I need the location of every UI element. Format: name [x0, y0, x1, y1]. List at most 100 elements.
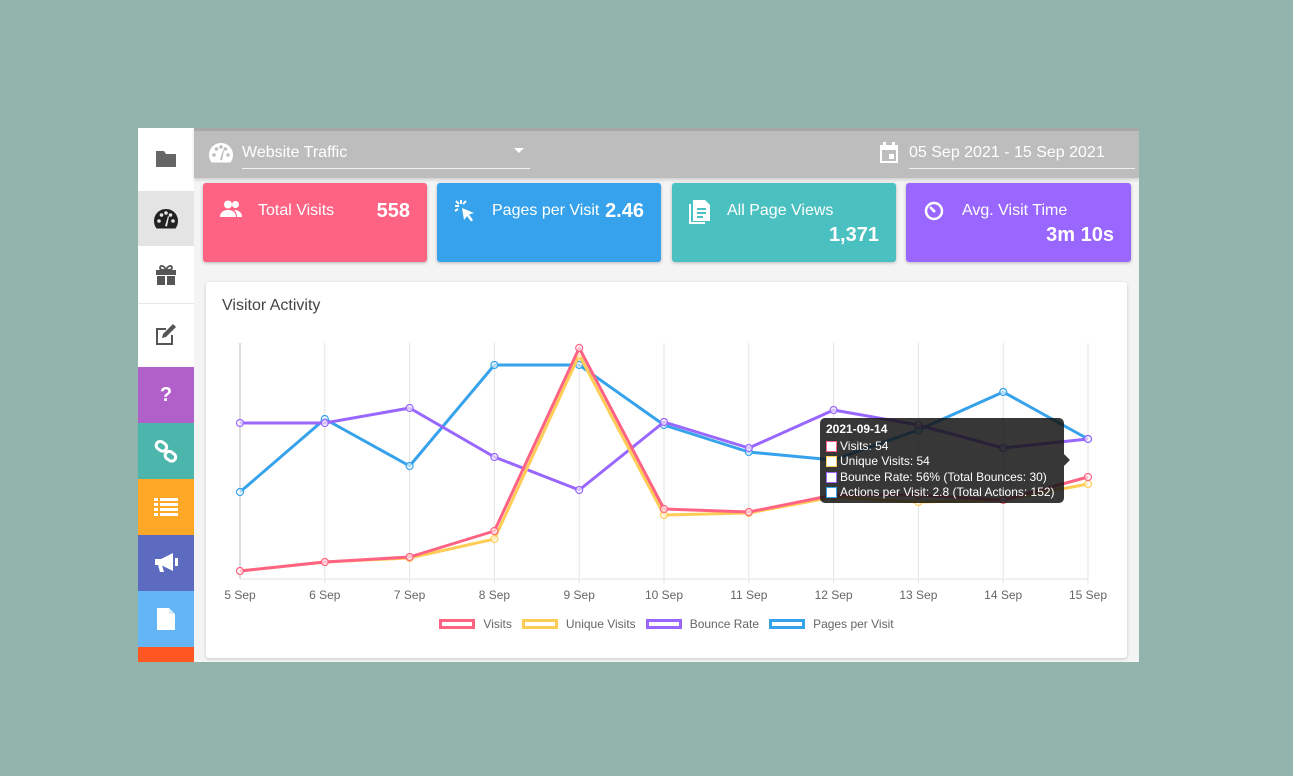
site-select[interactable]: Website Traffic: [208, 138, 530, 169]
file-icon: [157, 608, 175, 630]
document-icon: [689, 200, 710, 224]
data-point[interactable]: [490, 534, 499, 544]
dashboard-icon: [209, 143, 233, 163]
data-point[interactable]: [235, 566, 245, 576]
data-point[interactable]: [405, 461, 414, 471]
x-axis-tick: 8 Sep: [479, 588, 511, 602]
card-all-page-views[interactable]: All Page Views 1,371: [672, 183, 896, 262]
tooltip-swatch: [826, 456, 837, 468]
x-axis-tick: 6 Sep: [309, 588, 341, 602]
visitor-activity-panel: Visitor Activity 5 Sep 6 Sep 7 Sep 8 Sep 9 S…: [206, 282, 1127, 658]
x-axis-tick: 9 Sep: [564, 588, 596, 602]
card-value: 2.46: [605, 200, 644, 222]
sidebar-item-links[interactable]: [138, 423, 194, 479]
tooltip-row: Bounce Rate: 56% (Total Bounces: 30): [826, 470, 1058, 486]
legend-item[interactable]: Unique Visits: [521, 617, 636, 631]
data-point[interactable]: [490, 526, 499, 536]
tooltip-text: Visits: 54: [840, 438, 889, 453]
panel-title: Visitor Activity: [222, 297, 321, 314]
legend-item[interactable]: Bounce Rate: [645, 617, 760, 631]
tooltip-swatch: [826, 471, 837, 483]
data-point[interactable]: [490, 360, 499, 370]
data-point[interactable]: [744, 507, 753, 517]
link-icon: [154, 439, 178, 463]
legend-swatch: [769, 619, 806, 629]
gift-icon: [156, 265, 176, 285]
sidebar-item-help[interactable]: ?: [138, 367, 194, 423]
data-point[interactable]: [490, 452, 499, 462]
tooltip-swatch: [826, 440, 837, 452]
calendar-icon: [880, 142, 898, 163]
data-point[interactable]: [320, 418, 329, 428]
dashboard-icon: [154, 208, 178, 228]
data-point[interactable]: [1083, 472, 1093, 482]
sidebar-item-edit[interactable]: [138, 304, 194, 366]
data-point[interactable]: [405, 403, 414, 413]
legend-label: Bounce Rate: [689, 617, 760, 631]
card-total-visits[interactable]: Total Visits 558: [203, 183, 427, 262]
sidebar-item-more[interactable]: [138, 647, 194, 662]
data-point[interactable]: [235, 418, 245, 428]
x-axis-tick: 15 Sep: [1069, 588, 1107, 602]
data-point[interactable]: [320, 557, 329, 567]
card-avg-visit-time[interactable]: Avg. Visit Time 3m 10s: [906, 183, 1131, 262]
chart-tooltip: 2021-09-14 Visits: 54 Unique Visits: 54 …: [820, 418, 1070, 503]
x-axis-tick: 10 Sep: [645, 588, 683, 602]
legend-label: Visits: [483, 617, 512, 631]
date-range-picker[interactable]: 05 Sep 2021 - 15 Sep 2021: [879, 138, 1135, 169]
help-icon: ?: [159, 383, 173, 406]
sidebar-item-pages[interactable]: [138, 591, 194, 647]
data-point[interactable]: [235, 487, 245, 497]
legend-swatch: [645, 619, 682, 629]
card-title: Total Visits: [258, 202, 335, 219]
data-point[interactable]: [829, 405, 838, 415]
tooltip-row: Unique Visits: 54: [826, 454, 1058, 470]
visitor-activity-chart[interactable]: 5 Sep 6 Sep 7 Sep 8 Sep 9 Sep 10 Sep 11 Sep 12 …: [206, 282, 1127, 658]
sidebar-item-folder[interactable]: [138, 128, 194, 190]
data-point[interactable]: [405, 552, 414, 562]
x-axis-tick: 7 Sep: [394, 588, 426, 602]
data-point[interactable]: [744, 443, 753, 453]
timer-icon: [924, 201, 944, 221]
legend-item[interactable]: Pages per Visit: [769, 617, 894, 631]
tooltip-text: Bounce Rate: 56% (Total Bounces: 30): [840, 469, 1047, 484]
tooltip-row: Actions per Visit: 2.8 (Total Actions: 1…: [826, 485, 1058, 501]
legend-item[interactable]: Visits: [439, 617, 512, 631]
app-window: ? Website Traffic 05 Sep 2021 - 15 Sep 2…: [138, 128, 1139, 662]
legend-swatch: [521, 619, 558, 629]
legend-label: Pages per Visit: [813, 617, 894, 631]
data-point[interactable]: [1083, 479, 1093, 489]
top-bar: Website Traffic 05 Sep 2021 - 15 Sep 202…: [194, 128, 1139, 178]
tooltip-title: 2021-09-14: [826, 422, 888, 436]
sidebar-item-campaigns[interactable]: [138, 535, 194, 591]
list-icon: [154, 498, 178, 516]
click-icon: [454, 200, 474, 222]
card-value: 558: [376, 200, 410, 222]
data-point[interactable]: [999, 387, 1008, 397]
users-icon: [220, 200, 242, 217]
edit-icon: [156, 324, 176, 345]
tooltip-row: Visits: 54: [826, 439, 1058, 455]
chevron-down-icon: [514, 148, 524, 153]
sidebar-item-dashboard[interactable]: [138, 191, 194, 246]
sidebar-item-list[interactable]: [138, 479, 194, 535]
data-point[interactable]: [1083, 434, 1093, 444]
data-point[interactable]: [575, 343, 584, 353]
tooltip-text: Unique Visits: 54: [840, 454, 930, 468]
x-axis-tick: 14 Sep: [984, 588, 1022, 602]
card-title: Avg. Visit Time: [962, 202, 1068, 219]
tooltip-swatch: [826, 487, 837, 499]
card-pages-per-visit[interactable]: Pages per Visit 2.46: [437, 183, 661, 262]
legend-swatch: [439, 619, 476, 629]
card-title: All Page Views: [727, 202, 834, 219]
megaphone-icon: [155, 553, 178, 572]
data-point[interactable]: [575, 485, 584, 495]
data-point[interactable]: [659, 504, 669, 514]
chart-legend: Visits Unique Visits Bounce Rate Pages per …: [206, 617, 1127, 631]
card-title: Pages per Visit: [492, 202, 600, 219]
data-point[interactable]: [659, 417, 669, 427]
sidebar: ?: [138, 128, 194, 662]
card-value: 3m 10s: [1046, 224, 1114, 246]
x-axis-tick: 5 Sep: [224, 588, 256, 602]
sidebar-item-gift[interactable]: [138, 247, 194, 304]
